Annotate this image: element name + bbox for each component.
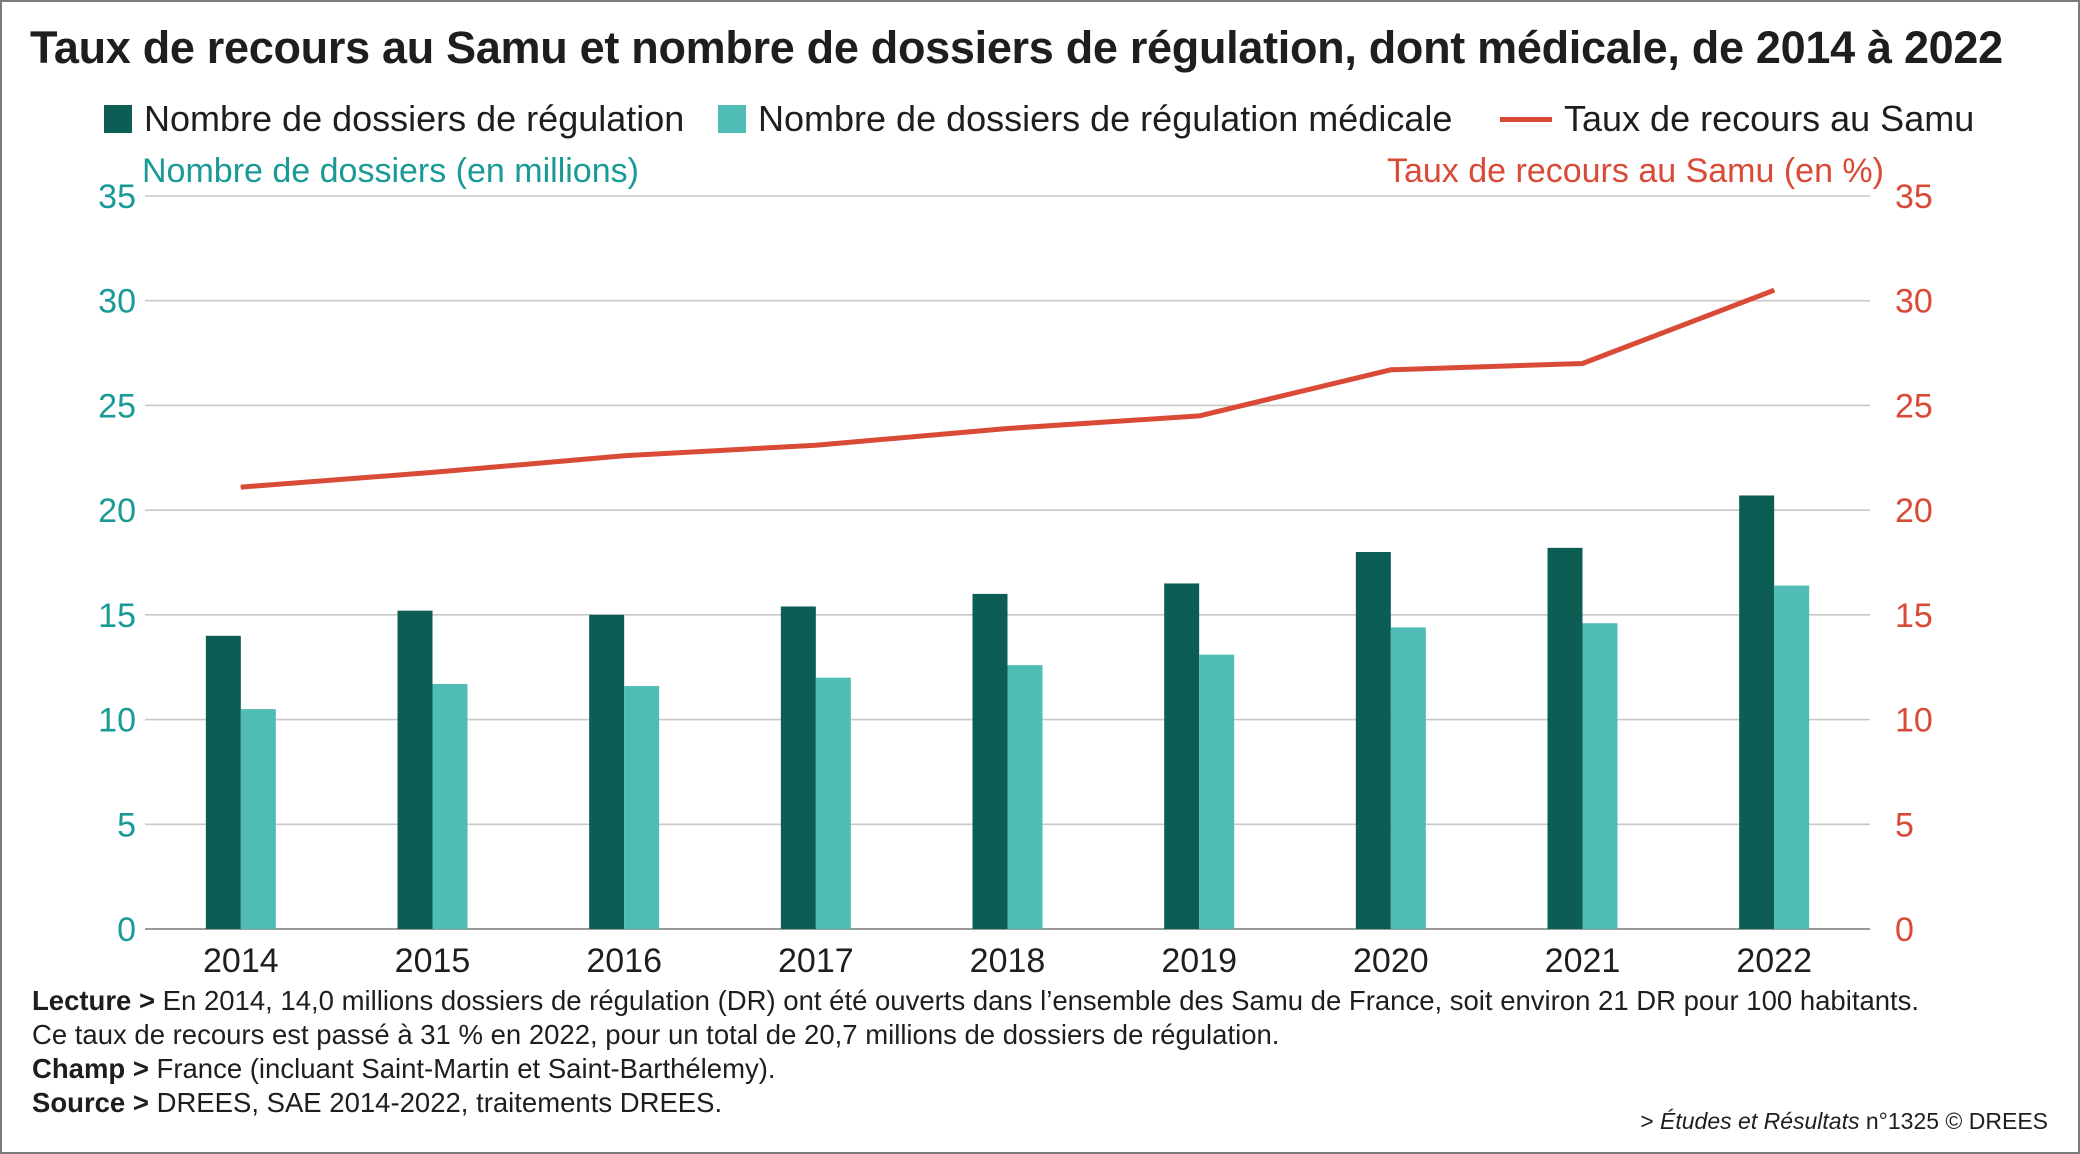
- bar-medical: [1582, 623, 1618, 929]
- rate-point: [815, 444, 817, 446]
- bar-medical: [815, 677, 851, 929]
- y-tick-label-right: 30: [1895, 283, 1933, 321]
- bar-regulation: [780, 606, 816, 929]
- lecture-text-2: Ce taux de recours est passé à 31 % en 2…: [32, 1019, 1280, 1050]
- y-tick-label-right: 35: [1895, 178, 1933, 216]
- bar-regulation: [1355, 552, 1391, 929]
- source-text: DREES, SAE 2014-2022, traitements DREES.: [148, 1087, 723, 1118]
- y-tick-label-right: 20: [1895, 492, 1933, 530]
- y-axis-title-right: Taux de recours au Samu (en %): [1386, 152, 1884, 190]
- rate-point: [1007, 427, 1008, 429]
- legend-item-medical: Nombre de dossiers de régulation médical…: [718, 98, 1452, 140]
- x-tick-label: 2021: [1545, 942, 1621, 980]
- y-tick-label-right: 0: [1895, 911, 1914, 949]
- bar-regulation: [589, 614, 625, 929]
- y-axis-title-left: Nombre de dossiers (en millions): [142, 152, 639, 190]
- legend-label-rate: Taux de recours au Samu: [1564, 98, 1975, 139]
- bar-medical: [1199, 654, 1235, 929]
- x-tick-label: 2020: [1353, 942, 1429, 980]
- lecture-text-1: En 2014, 14,0 millions dossiers de régul…: [155, 985, 1920, 1016]
- y-tick-label-right: 10: [1895, 702, 1933, 740]
- source-label: Source >: [32, 1087, 149, 1118]
- y-tick-label-left: 35: [98, 178, 136, 216]
- rate-point: [1582, 363, 1583, 365]
- rate-point: [1198, 415, 1200, 417]
- rate-point: [1773, 289, 1775, 291]
- rate-point: [623, 455, 625, 457]
- y-tick-label-left: 15: [98, 597, 136, 635]
- x-tick-label: 2015: [395, 942, 471, 980]
- bar-regulation: [972, 593, 1008, 929]
- bar-regulation: [205, 635, 241, 929]
- legend-swatch-rate: [1500, 116, 1552, 122]
- rate-point: [1390, 369, 1392, 371]
- rate-point: [432, 471, 433, 473]
- x-tick-label: 2018: [970, 942, 1046, 980]
- notes: Lecture > En 2014, 14,0 millions dossier…: [32, 984, 1919, 1120]
- legend-item-rate: Taux de recours au Samu: [1500, 98, 1974, 140]
- y-tick-label-left: 0: [117, 911, 136, 949]
- y-tick-label-right: 5: [1895, 806, 1914, 844]
- y-tick-label-left: 5: [117, 806, 136, 844]
- credit-suffix: n°1325 © DREES: [1859, 1108, 2048, 1134]
- x-tick-label: 2017: [778, 942, 854, 980]
- bar-medical: [1774, 585, 1810, 929]
- bar-medical: [624, 686, 660, 929]
- legend-swatch-regulation: [104, 105, 132, 133]
- y-tick-label-left: 20: [98, 492, 136, 530]
- bar-regulation: [1547, 547, 1583, 929]
- legend-item-regulation: Nombre de dossiers de régulation: [104, 98, 684, 140]
- y-tick-label-left: 30: [98, 283, 136, 321]
- x-tick-label: 2014: [203, 942, 279, 980]
- chart-title: Taux de recours au Samu et nombre de dos…: [30, 22, 2003, 73]
- champ-text: France (incluant Saint-Martin et Saint-B…: [148, 1053, 776, 1084]
- lecture-line-2: Ce taux de recours est passé à 31 % en 2…: [32, 1018, 1919, 1052]
- source-line: Source > DREES, SAE 2014-2022, traitemen…: [32, 1086, 1919, 1120]
- x-tick-label: 2019: [1161, 942, 1237, 980]
- x-tick-label: 2022: [1736, 942, 1812, 980]
- bar-regulation: [397, 610, 433, 929]
- x-tick-label: 2016: [586, 942, 662, 980]
- legend-label-regulation: Nombre de dossiers de régulation: [144, 98, 685, 139]
- bar-medical: [432, 683, 468, 929]
- lecture-line-1: Lecture > En 2014, 14,0 millions dossier…: [32, 984, 1919, 1018]
- bar-medical: [1390, 627, 1426, 929]
- bar-medical: [240, 709, 276, 929]
- y-tick-label-left: 25: [98, 387, 136, 425]
- legend-label-medical: Nombre de dossiers de régulation médical…: [758, 98, 1453, 139]
- credit-publication: Études et Résultats: [1660, 1108, 1860, 1134]
- bar-medical: [1007, 665, 1043, 929]
- bar-regulation: [1164, 583, 1200, 929]
- y-tick-label-left: 10: [98, 702, 136, 740]
- lecture-label: Lecture >: [32, 985, 156, 1016]
- legend-swatch-medical: [718, 105, 746, 133]
- bar-regulation: [1739, 495, 1775, 929]
- champ-line: Champ > France (incluant Saint-Martin et…: [32, 1052, 1919, 1086]
- publication-credit: > Études et Résultats n°1325 © DREES: [1640, 1108, 2048, 1135]
- y-tick-label-right: 25: [1895, 387, 1933, 425]
- y-tick-label-right: 15: [1895, 597, 1933, 635]
- champ-label: Champ >: [32, 1053, 149, 1084]
- rate-point: [240, 486, 242, 488]
- credit-prefix: >: [1640, 1108, 1661, 1134]
- rate-line: [240, 287, 1776, 490]
